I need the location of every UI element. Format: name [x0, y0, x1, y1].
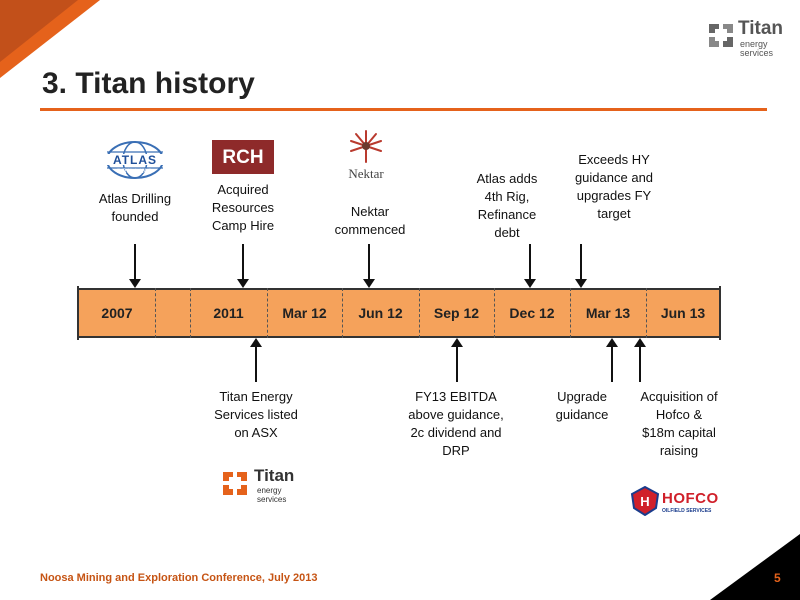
titan-logo-listing-name: Titan: [254, 466, 295, 485]
timeline-end-cap: [719, 286, 721, 340]
arrow-exceeds-hy: [575, 244, 587, 288]
timeline-label-2007: 2007: [101, 305, 133, 321]
timeline-label-sep12: Sep 12: [433, 305, 480, 321]
timeline-separator: [267, 288, 268, 338]
titan-logo-sub1: energy: [740, 39, 768, 49]
arrow-rch: [237, 244, 249, 288]
timeline-label-mar13: Mar 13: [585, 305, 631, 321]
timeline-separator: [155, 288, 156, 338]
titan-logo-subtitle: energy services: [740, 40, 773, 58]
event-atlas-drilling-founded: Atlas Drilling founded: [98, 191, 172, 224]
titan-mark-icon: [223, 472, 247, 495]
arrow-atlas-rig: [524, 244, 536, 288]
titan-logo-listing-sub: energy services: [257, 486, 286, 504]
rch-logo: RCH: [212, 140, 274, 174]
nektar-logo: Nektar: [342, 128, 390, 196]
timeline-start-cap: [77, 286, 79, 340]
event-acquired-rch: Acquired Resources Camp Hire: [211, 182, 275, 233]
titan-logo-header: Titan energy services: [706, 18, 796, 62]
timeline-separator: [494, 288, 495, 338]
corner-accent-top-left-dark: [0, 0, 78, 62]
arrow-upgrade-guidance: [606, 338, 618, 382]
arrow-hofco-acquisition: [634, 338, 646, 382]
nektar-logo-text: Nektar: [348, 166, 384, 181]
timeline-label-dec12: Dec 12: [509, 305, 555, 321]
timeline-bar: [78, 288, 721, 338]
timeline-separator: [646, 288, 647, 338]
titan-logo-listing: Titan energy services: [220, 466, 300, 506]
atlas-globe-icon: [106, 141, 164, 179]
event-upgrade-guidance: Upgrade guidance: [555, 389, 609, 422]
event-titan-listed-asx: Titan Energy Services listed on ASX: [214, 389, 298, 440]
timeline-label-jun12: Jun 12: [358, 305, 403, 321]
svg-text:H: H: [640, 494, 649, 509]
corner-accent-bottom-right: [710, 534, 800, 600]
event-atlas-4th-rig: Atlas adds 4th Rig, Refinance debt: [476, 171, 538, 240]
timeline-separator: [419, 288, 420, 338]
hofco-shield-icon: H: [630, 486, 660, 516]
hofco-logo: H HOFCO OILFIELD SERVICES: [630, 486, 726, 518]
rch-logo-text: RCH: [222, 147, 264, 168]
atlas-logo-subtext: DRILLING: [116, 169, 154, 175]
arrow-fy13-ebitda: [451, 338, 463, 382]
page-number: 5: [774, 571, 781, 585]
titan-logo-listing-sub1: energy: [257, 486, 282, 495]
timeline-separator: [342, 288, 343, 338]
atlas-logo-text: ATLAS: [112, 153, 158, 167]
hofco-logo-text: HOFCO: [662, 490, 719, 507]
arrow-titan-listed: [250, 338, 262, 382]
footer-text: Noosa Mining and Exploration Conference,…: [40, 572, 318, 584]
page-title: 3. Titan history: [42, 67, 255, 100]
timeline-label-jun13: Jun 13: [660, 305, 706, 321]
event-fy13-ebitda: FY13 EBITDA above guidance, 2c dividend …: [408, 389, 504, 458]
timeline-separator: [190, 288, 191, 338]
titan-logo-sub2: services: [740, 48, 774, 58]
timeline-separator: [570, 288, 571, 338]
arrow-atlas: [129, 244, 141, 288]
timeline-label-mar12: Mar 12: [282, 305, 327, 321]
event-hofco-acquisition: Acquisition of Hofco & $18m capital rais…: [640, 389, 718, 458]
event-nektar-commenced: Nektar commenced: [334, 204, 406, 237]
nektar-flower-icon: [350, 130, 382, 163]
atlas-drilling-logo: ATLAS DRILLING: [104, 140, 166, 180]
event-exceeds-hy-guidance: Exceeds HY guidance and upgrades FY targ…: [574, 152, 654, 221]
timeline-label-2011: 2011: [213, 305, 244, 321]
title-divider: [40, 108, 767, 111]
titan-mark-icon: [709, 24, 733, 47]
arrow-nektar: [363, 244, 375, 288]
titan-logo-name: Titan: [738, 18, 784, 39]
titan-logo-listing-sub2: services: [257, 495, 287, 504]
hofco-logo-subtext: OILFIELD SERVICES: [662, 508, 712, 514]
